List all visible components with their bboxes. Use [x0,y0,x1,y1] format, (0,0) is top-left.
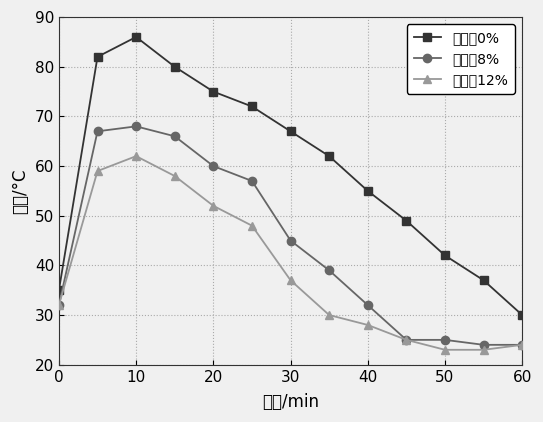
Line: 石墨烯12%: 石墨烯12% [55,152,526,354]
石墨烯8% [481,342,487,347]
石墨烯0% [55,288,62,293]
石墨烯12% [210,203,217,208]
石墨烯0% [210,89,217,94]
石墨烯12% [519,342,526,347]
石墨烯12% [172,173,178,179]
石墨烯12% [133,154,140,159]
石墨烯8% [441,337,448,342]
石墨烯8% [364,303,371,308]
石墨烯8% [249,179,255,184]
Line: 石墨烯8%: 石墨烯8% [55,122,526,349]
石墨烯12% [287,278,294,283]
Legend: 石墨烯0%, 石墨烯8%, 石墨烯12%: 石墨烯0%, 石墨烯8%, 石墨烯12% [407,24,515,94]
Line: 石墨烯0%: 石墨烯0% [55,33,526,319]
石墨烯8% [210,164,217,169]
石墨烯12% [441,347,448,352]
石墨烯0% [94,54,101,60]
石墨烯12% [364,322,371,327]
石墨烯12% [94,168,101,173]
石墨烯0% [519,313,526,318]
石墨烯12% [249,223,255,228]
石墨烯12% [403,337,409,342]
石墨烯8% [403,337,409,342]
石墨烯12% [326,313,332,318]
Y-axis label: 温度/°C: 温度/°C [11,168,29,214]
石墨烯8% [287,238,294,243]
石墨烯8% [133,124,140,129]
石墨烯0% [403,218,409,223]
石墨烯8% [519,342,526,347]
石墨烯0% [287,129,294,134]
石墨烯12% [481,347,487,352]
石墨烯0% [133,35,140,40]
X-axis label: 时间/min: 时间/min [262,393,319,411]
石墨烯0% [326,154,332,159]
石墨烯8% [55,303,62,308]
石墨烯8% [94,129,101,134]
石墨烯0% [441,253,448,258]
石墨烯12% [55,303,62,308]
石墨烯0% [481,278,487,283]
石墨烯0% [172,64,178,69]
石墨烯8% [172,134,178,139]
石墨烯0% [249,104,255,109]
石墨烯8% [326,268,332,273]
石墨烯0% [364,188,371,193]
